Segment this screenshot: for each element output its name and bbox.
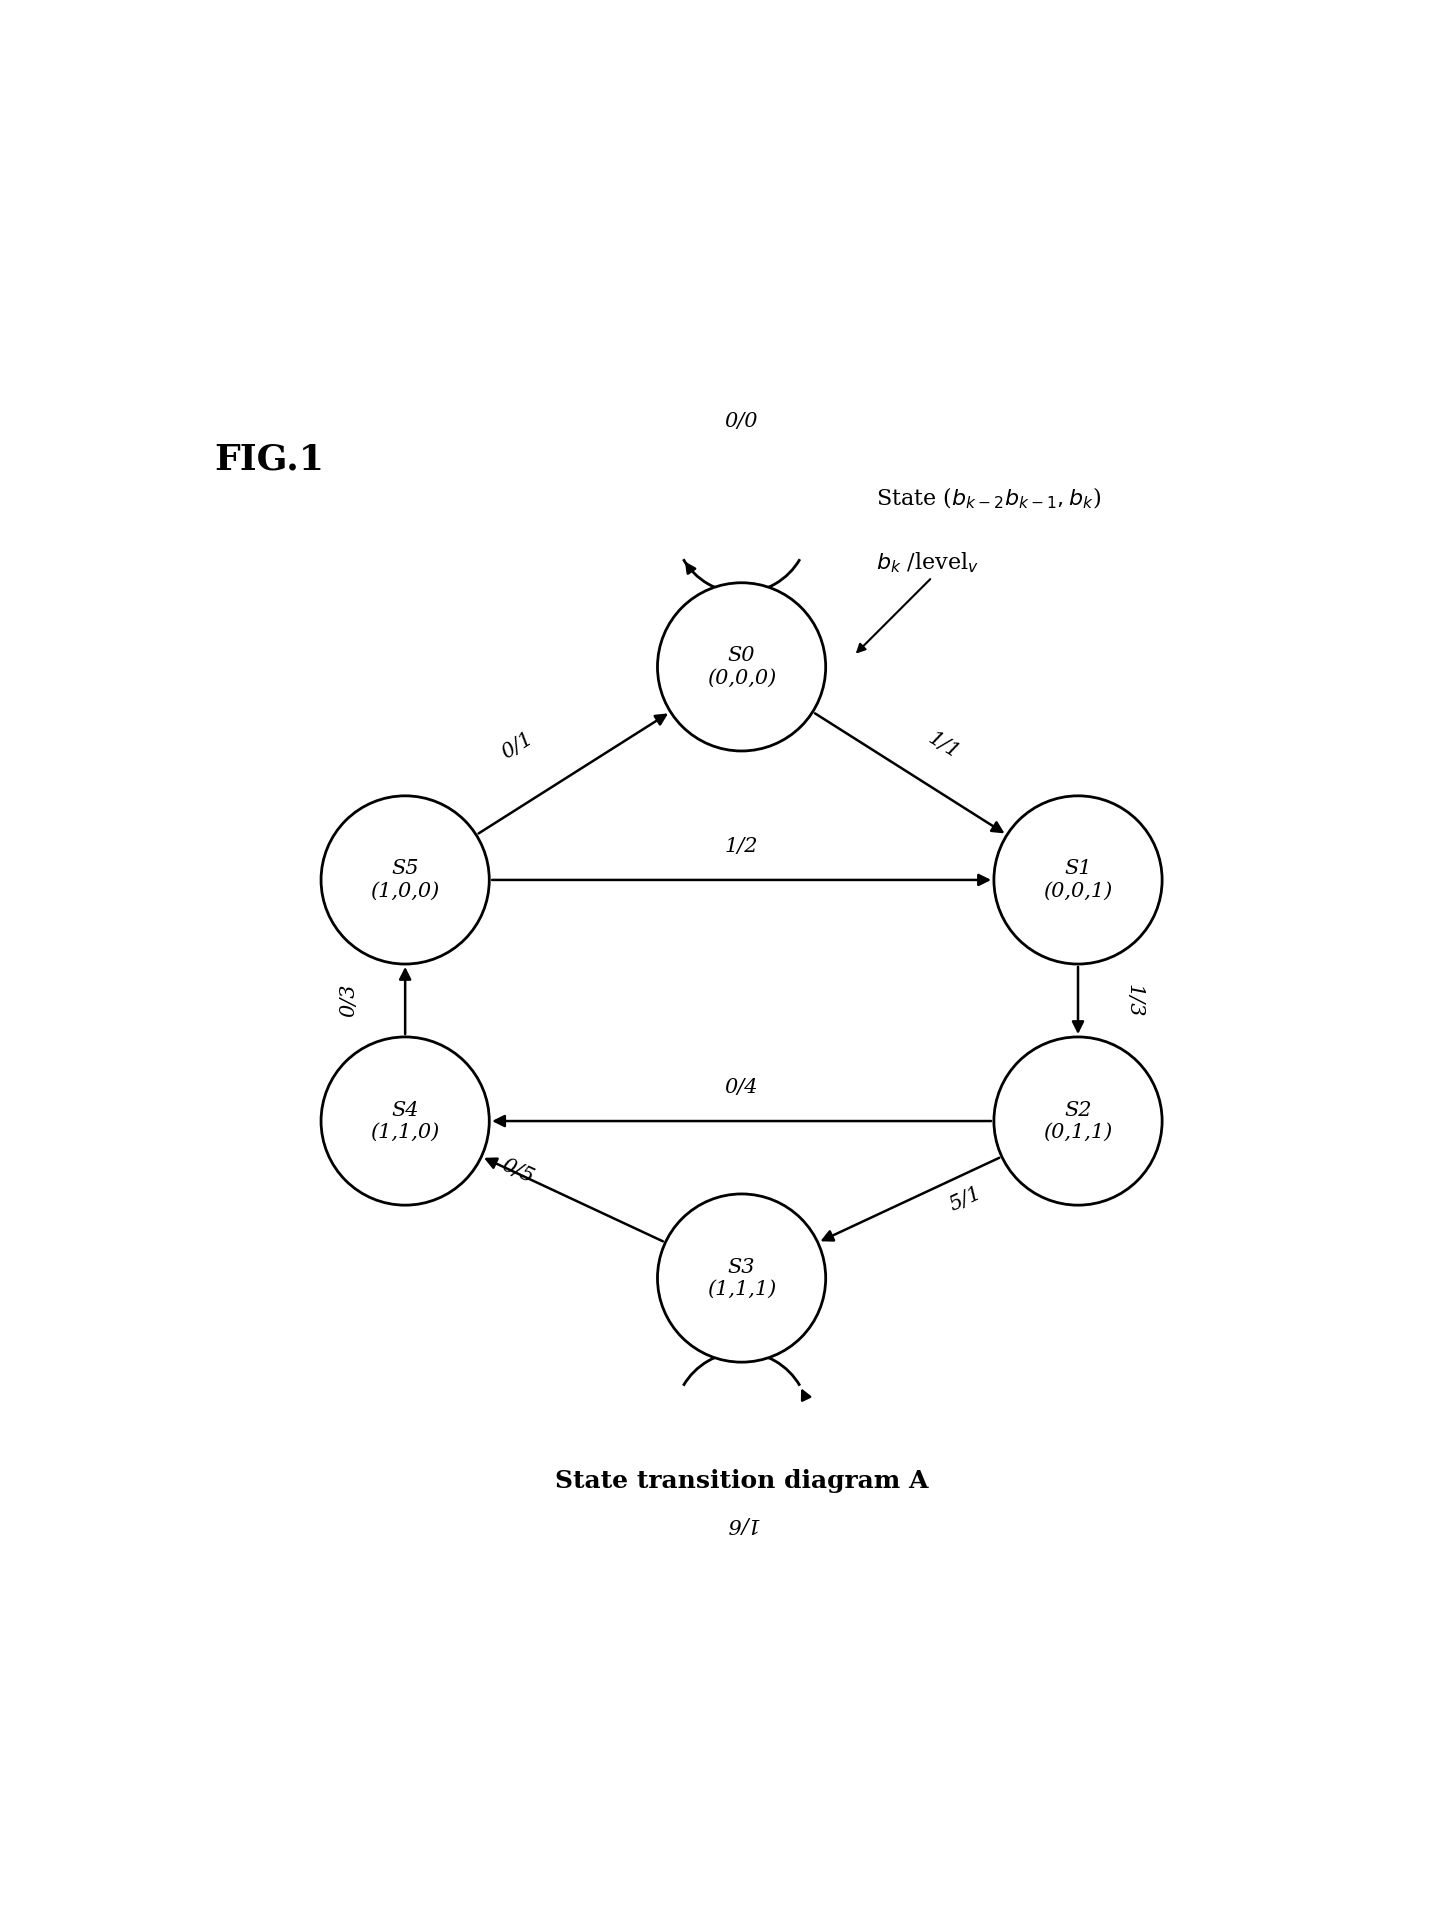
Text: FIG.1: FIG.1 <box>214 443 324 477</box>
Text: S1
(0,0,1): S1 (0,0,1) <box>1043 859 1113 901</box>
Text: S2
(0,1,1): S2 (0,1,1) <box>1043 1101 1113 1142</box>
Text: State ($b_{k-2}b_{k-1},b_k$): State ($b_{k-2}b_{k-1},b_k$) <box>875 487 1101 512</box>
Text: 0/4: 0/4 <box>725 1079 758 1098</box>
Text: 1/3: 1/3 <box>1124 983 1143 1017</box>
Circle shape <box>321 796 489 964</box>
Circle shape <box>657 1193 826 1363</box>
Text: 1/1: 1/1 <box>925 729 962 762</box>
Text: 5/1: 5/1 <box>946 1184 985 1216</box>
Text: S5
(1,0,0): S5 (1,0,0) <box>370 859 440 901</box>
Circle shape <box>321 1037 489 1205</box>
Text: S0
(0,0,0): S0 (0,0,0) <box>708 647 776 687</box>
Text: 0/0: 0/0 <box>725 412 758 431</box>
Text: 1/6: 1/6 <box>725 1514 758 1533</box>
Text: 0/5: 0/5 <box>498 1155 537 1187</box>
Text: S3
(1,1,1): S3 (1,1,1) <box>708 1258 776 1298</box>
Text: State transition diagram A: State transition diagram A <box>554 1470 929 1493</box>
Text: 0/1: 0/1 <box>498 729 537 762</box>
Text: 0/3: 0/3 <box>340 983 359 1017</box>
Circle shape <box>994 796 1162 964</box>
Circle shape <box>657 582 826 750</box>
Circle shape <box>994 1037 1162 1205</box>
Text: $b_k$ /level$_v$: $b_k$ /level$_v$ <box>875 550 980 575</box>
Text: 1/2: 1/2 <box>725 836 758 855</box>
Text: S4
(1,1,0): S4 (1,1,0) <box>370 1101 440 1142</box>
